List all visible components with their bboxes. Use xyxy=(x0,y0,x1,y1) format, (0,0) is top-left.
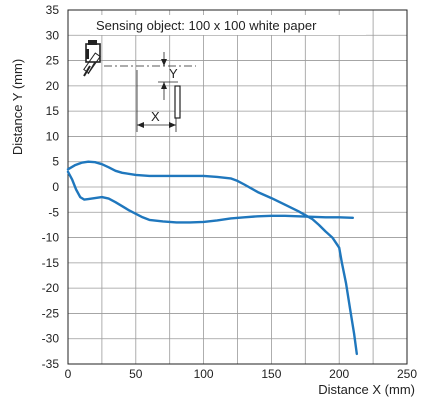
x-tick-label: 200 xyxy=(329,367,349,381)
x-tick-label: 0 xyxy=(65,367,72,381)
y-tick-label: -15 xyxy=(42,256,60,270)
series-line-1 xyxy=(66,160,358,356)
y-tick-label: -10 xyxy=(42,231,60,245)
y-tick-label: -20 xyxy=(42,281,60,295)
series-layer xyxy=(66,160,358,356)
y-tick-label: 15 xyxy=(46,104,60,118)
inset-y-label: Y xyxy=(169,66,178,81)
x-axis-label: Distance X (mm) xyxy=(318,382,415,397)
x-tick-label: 50 xyxy=(129,367,143,381)
y-axis-label: Distance Y (mm) xyxy=(10,59,25,155)
y-tick-label: 0 xyxy=(52,180,59,194)
target-paper xyxy=(174,85,181,119)
sensor-inset-diagram: YX xyxy=(83,40,196,132)
annotation-box: Sensing object: 100 x 100 white paper xyxy=(90,15,366,35)
x-tick-label: 250 xyxy=(397,367,417,381)
y-tick-label: 30 xyxy=(46,28,60,42)
y-tick-label: -30 xyxy=(42,332,60,346)
x-tick-label: 150 xyxy=(261,367,281,381)
y-tick-label: 20 xyxy=(46,79,60,93)
grid xyxy=(67,9,408,365)
y-tick-label: 25 xyxy=(46,54,60,68)
sensor-icon xyxy=(83,40,101,77)
inset-x-label: X xyxy=(151,109,160,124)
y-tick-label: -35 xyxy=(42,357,60,371)
y-tick-label: 35 xyxy=(46,3,60,17)
plot-frame xyxy=(67,9,408,365)
annotation-text: Sensing object: 100 x 100 white paper xyxy=(96,18,317,33)
x-tick-label: 100 xyxy=(194,367,214,381)
x-tick-labels: 0 50 100 150 200 250 xyxy=(65,367,418,381)
series-line-2 xyxy=(66,170,354,224)
y-tick-label: 5 xyxy=(52,155,59,169)
y-tick-label: -25 xyxy=(42,306,60,320)
y-tick-label: 10 xyxy=(46,129,60,143)
y-tick-label: -5 xyxy=(48,205,59,219)
annotation-background xyxy=(90,15,366,35)
y-tick-labels: 35 30 25 20 15 10 5 0 -5 -10 -15 -20 -25 -30 -35 xyxy=(42,3,60,371)
